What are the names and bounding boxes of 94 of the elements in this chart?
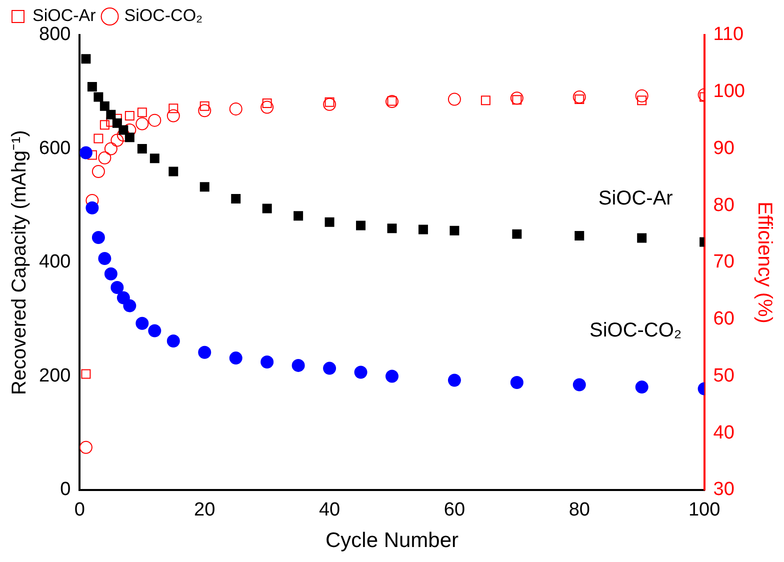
point [106,110,116,120]
point [450,226,460,236]
y2-tick-label: 90 [713,138,734,159]
y-tick-label: 0 [60,479,71,500]
point [260,100,274,114]
y2-tick-label: 110 [713,24,744,46]
point [80,440,92,454]
point [323,362,336,375]
point [118,125,128,135]
point [124,132,134,142]
point [572,90,586,104]
point [294,211,304,221]
point [98,151,112,164]
y-tick-label: 800 [39,24,71,46]
point [136,316,149,330]
point [87,150,97,160]
point [110,281,124,294]
point [574,231,584,241]
point [110,134,124,147]
point [200,182,210,192]
point [148,324,162,338]
point [260,356,274,369]
point [104,142,118,156]
x-axis-title: Cycle Number [325,529,459,552]
point [231,194,241,204]
point [386,370,398,383]
x-tick-label: 40 [318,500,340,521]
y2-tick-label: 40 [713,422,734,444]
point [168,104,178,114]
point [124,111,134,121]
point [292,358,305,372]
point [166,109,180,122]
point [324,217,334,227]
point [123,299,136,312]
y2-tick-label: 50 [713,365,734,386]
point [356,220,366,230]
point [635,89,648,102]
legend-label: SiOC-Ar [32,6,96,26]
point [86,201,99,214]
point [80,146,92,160]
point [92,230,105,244]
point [166,334,180,348]
point [510,92,524,105]
point [81,54,91,64]
y-tick-label: 400 [39,252,71,273]
x-tick-label: 100 [688,500,720,521]
point [229,352,242,365]
point [572,378,586,392]
point [94,134,104,144]
point [262,204,272,214]
point [637,233,647,243]
x-tick-label: 20 [194,500,216,521]
y-axis-title: Recovered Capacity (mAhg⁻¹) [8,130,31,395]
point [229,102,242,116]
point [323,98,336,111]
y-tick-label: 200 [39,365,71,386]
point [448,374,461,387]
point [168,166,178,176]
point [136,117,149,130]
point [480,96,490,106]
x-tick-label: 0 [74,500,85,521]
y2-tick-label: 30 [713,479,734,500]
point [387,224,397,234]
y2-tick-label: 60 [713,308,734,330]
point [448,92,461,106]
point [148,114,162,127]
y2-tick-label: 70 [713,252,734,273]
point [87,82,97,92]
point [198,346,212,359]
annotation: SiOC-Ar [598,187,674,210]
point [98,252,112,266]
legend-label: SiOC-CO₂ [124,6,203,26]
point [354,366,368,379]
x-tick-label: 60 [444,500,466,521]
point [512,229,522,239]
point [137,144,147,154]
point [137,108,147,118]
point [150,154,160,164]
annotation: SiOC-CO₂ [589,319,682,342]
point [635,380,648,394]
point [104,267,118,280]
point [92,165,105,178]
point [418,224,428,234]
point [100,101,110,111]
y2-tick-label: 80 [713,194,734,216]
point [100,120,110,130]
point [81,369,91,379]
y2-tick-label: 100 [713,81,745,102]
x-tick-label: 80 [568,500,590,521]
y-tick-label: 600 [39,138,71,159]
y2-axis-title: Efficiency (%) [753,202,776,324]
point [510,376,524,390]
point [94,92,104,102]
point [198,104,212,118]
